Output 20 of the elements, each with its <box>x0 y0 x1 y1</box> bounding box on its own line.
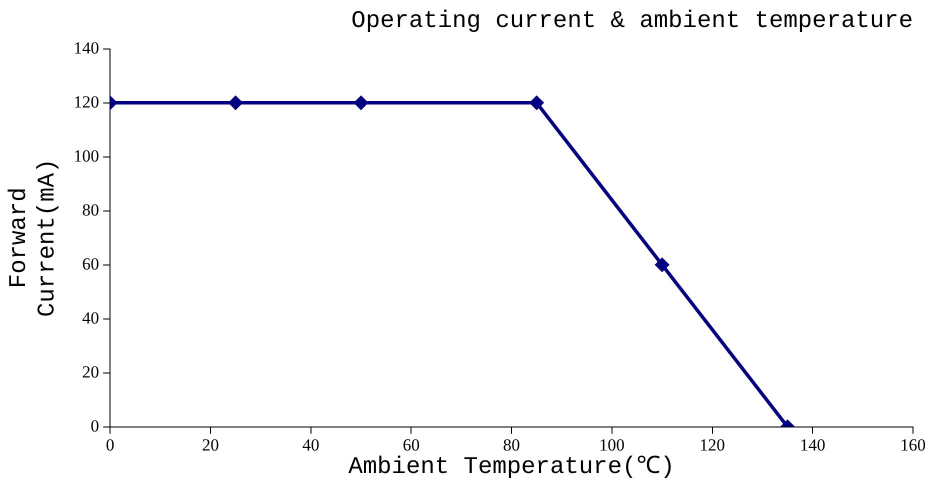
y-tick-label: 20 <box>82 362 100 382</box>
y-tick-label: 80 <box>82 200 100 220</box>
x-tick-label: 80 <box>503 435 520 454</box>
x-tick-label: 140 <box>800 435 826 454</box>
y-tick-label: 0 <box>90 416 100 436</box>
y-tick-label: 120 <box>74 92 100 112</box>
x-tick-label: 100 <box>599 435 625 454</box>
x-axis-title: Ambient Temperature(℃) <box>348 454 675 481</box>
x-tick-label: 120 <box>700 435 726 454</box>
y-axis-title: Forward Current(mA) <box>6 158 62 318</box>
chart-title: Operating current & ambient temperature <box>351 8 913 35</box>
y-tick-label: 40 <box>82 308 100 328</box>
y-tick-label: 100 <box>74 146 100 166</box>
y-tick-label: 60 <box>82 254 100 274</box>
x-tick-label: 20 <box>202 435 219 454</box>
y-tick-label: 140 <box>74 38 100 58</box>
x-tick-label: 60 <box>402 435 420 454</box>
x-tick-label: 40 <box>302 435 320 454</box>
x-tick-label: 160 <box>900 435 926 454</box>
x-tick-label: 0 <box>106 435 114 454</box>
